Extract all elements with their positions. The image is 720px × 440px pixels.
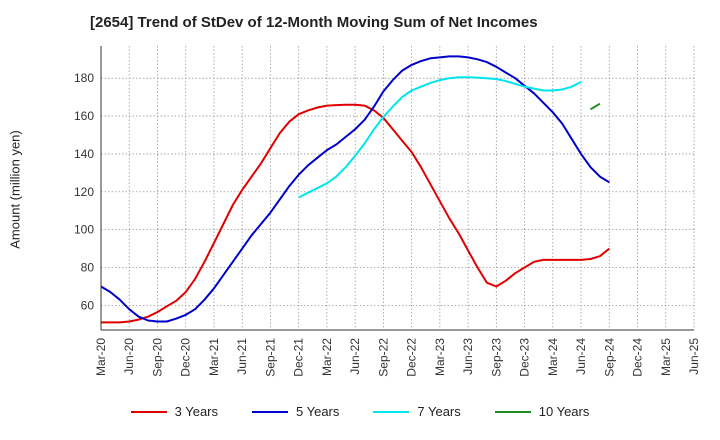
x-tick-label: Mar-24 (546, 338, 560, 376)
legend-label: 7 Years (417, 404, 461, 419)
y-tick-label: 80 (81, 261, 95, 275)
series-line-7-years (298, 76, 582, 199)
legend: 3 Years 5 Years 7 Years 10 Years (0, 404, 720, 419)
legend-item: 10 Years (494, 404, 590, 419)
legend-item: 7 Years (373, 404, 461, 419)
x-tick-label: Dec-20 (179, 338, 193, 377)
x-tick-label: Dec-22 (405, 338, 419, 377)
x-tick-label: Jun-20 (122, 338, 136, 375)
x-tick-label: Dec-23 (518, 338, 532, 377)
series-line-10-years (589, 102, 601, 111)
x-tick-label: Dec-24 (631, 338, 645, 377)
y-tick-label: 60 (81, 298, 95, 312)
y-tick-label: 180 (74, 71, 94, 85)
legend-label: 10 Years (538, 404, 590, 419)
y-tick-label: 160 (74, 109, 94, 123)
legend-label: 5 Years (296, 404, 340, 419)
x-tick-label: Mar-23 (433, 338, 447, 376)
x-tick-label: Jun-25 (687, 338, 701, 375)
legend-label: 3 Years (174, 404, 218, 419)
y-tick-label: 120 (74, 185, 94, 199)
x-tick-label: Dec-21 (292, 338, 306, 377)
y-tick-label: 100 (74, 223, 94, 237)
series-line-3-years (101, 103, 610, 324)
x-tick-label: Mar-25 (659, 338, 673, 376)
x-tick-label: Mar-22 (320, 338, 334, 376)
x-tick-label: Sep-20 (150, 338, 164, 377)
legend-swatch (373, 410, 410, 413)
series-lines (100, 55, 610, 324)
x-tick-label: Jun-22 (348, 338, 362, 375)
legend-swatch (494, 410, 531, 413)
x-tick-label: Sep-23 (489, 338, 503, 377)
legend-swatch (130, 410, 167, 413)
x-tick-labels: Mar-20 Jun-20 Sep-20 Dec-20 Mar-21 Jun-21 Sep-… (94, 338, 701, 377)
x-tick-label: Mar-21 (207, 338, 221, 376)
chart-title: [2654] Trend of StDev of 12-Month Moving… (90, 14, 538, 31)
x-tick-label: Sep-24 (602, 338, 616, 377)
legend-swatch (252, 410, 288, 413)
grid-lines (100, 46, 695, 330)
legend-item: 5 Years (252, 404, 339, 419)
x-tick-label: Jun-23 (461, 338, 475, 375)
x-tick-label: Sep-21 (263, 338, 277, 377)
axes (100, 46, 694, 331)
x-tick-label: Jun-24 (574, 338, 588, 375)
x-tick-label: Jun-21 (235, 338, 249, 375)
x-tick-label: Sep-22 (376, 338, 390, 377)
x-tick-label: Mar-20 (94, 338, 108, 376)
y-tick-labels: 60 80 100 120 140 160 180 (74, 71, 94, 312)
y-tick-label: 140 (74, 147, 94, 161)
legend-item: 3 Years (130, 404, 218, 419)
